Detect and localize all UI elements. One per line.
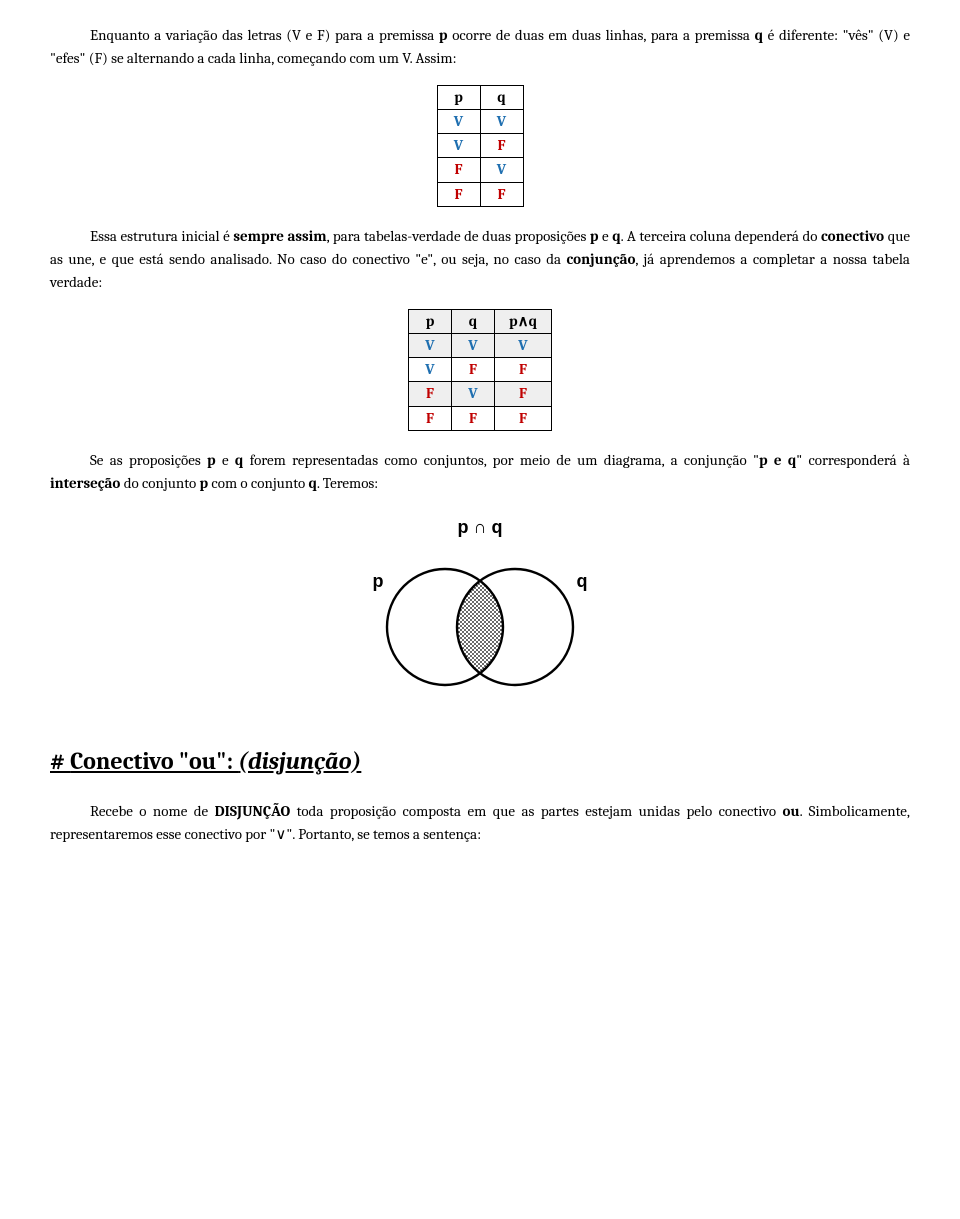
cell-v: V [480,109,523,133]
truth-table-1: p q VV VF FV FF [437,85,524,207]
text-bold: conjunção [567,250,636,268]
venn-right-label: q [577,571,588,591]
table-header: q [452,309,495,333]
cell-f: F [452,406,495,430]
cell-f: F [409,406,452,430]
cell-f: F [495,406,552,430]
cell-v: V [437,109,480,133]
text: ocorre de duas em duas linhas, para a pr… [448,26,755,44]
cell-v: V [409,358,452,382]
heading-main: Conectivo "ou": [70,747,238,775]
text-bold: q [755,26,763,44]
text-bold: q [235,451,243,469]
table-header: p [437,85,480,109]
text: com o conjunto [208,474,308,492]
text: Essa estrutura inicial é [90,227,233,245]
text-bold: q [612,227,620,245]
cell-v: V [437,134,480,158]
paragraph-1: Enquanto a variação das letras (V e F) p… [50,24,910,71]
text-bold: p [439,26,448,44]
table-row: FFF [409,406,552,430]
text: . A terceira coluna dependerá do [621,227,821,245]
text-bold: conectivo [821,227,884,245]
table-row: VVV [409,333,552,357]
cell-f: F [480,182,523,206]
table-header: p [409,309,452,333]
paragraph-2: Essa estrutura inicial é sempre assim, p… [50,225,910,295]
table-header: q [480,85,523,109]
cell-f: F [480,134,523,158]
heading-subtitle: (disjunção) [238,747,361,775]
table-row: FVF [409,382,552,406]
table-row: VFF [409,358,552,382]
text-bold: sempre assim [233,227,326,245]
cell-f: F [437,182,480,206]
text: e [599,227,613,245]
cell-f: F [495,358,552,382]
text-bold: p e q [759,451,796,469]
text: forem representadas como conjuntos, por … [243,451,759,469]
cell-f: F [409,382,452,406]
venn-left-label: p [373,571,384,591]
text-bold: interseção [50,474,120,492]
text-bold: p [590,227,599,245]
text: Se as proposições [90,451,207,469]
text: toda proposição composta em que as parte… [290,802,782,820]
section-heading-disjunction: # Conectivo "ou": (disjunção) [50,743,910,780]
text: , para tabelas-verdade de duas proposiçõ… [327,227,590,245]
text-bold: q [308,474,316,492]
table-header-row: p q [437,85,523,109]
cell-f: F [495,382,552,406]
cell-f: F [437,158,480,182]
table-header-row: p q p∧q [409,309,552,333]
truth-table-2: p q p∧q VVV VFF FVF FFF [408,309,552,431]
table-row: VF [437,134,523,158]
cell-v: V [409,333,452,357]
text: do conjunto [120,474,199,492]
paragraph-3: Se as proposições p e q forem representa… [50,449,910,496]
text-bold: ou [783,802,800,820]
text: Enquanto a variação das letras (V e F) p… [90,26,439,44]
cell-v: V [452,333,495,357]
cell-v: V [480,158,523,182]
venn-diagram: p ∩ q p q [50,507,910,714]
text: Recebe o nome de [90,802,215,820]
venn-top-label: p ∩ q [458,517,503,537]
heading-hash: # [50,747,70,775]
text-bold: p [200,474,209,492]
text: . Teremos: [317,474,378,492]
cell-v: V [495,333,552,357]
text: " corresponderá à [796,451,910,469]
table-row: VV [437,109,523,133]
table-row: FV [437,158,523,182]
text-bold: DISJUNÇÃO [215,802,291,820]
cell-f: F [452,358,495,382]
paragraph-4: Recebe o nome de DISJUNÇÃO toda proposiç… [50,800,910,847]
text-bold: p [207,451,216,469]
text: e [216,451,235,469]
table-header: p∧q [495,309,552,333]
table-row: FF [437,182,523,206]
venn-svg: p ∩ q p q [330,507,630,707]
cell-v: V [452,382,495,406]
